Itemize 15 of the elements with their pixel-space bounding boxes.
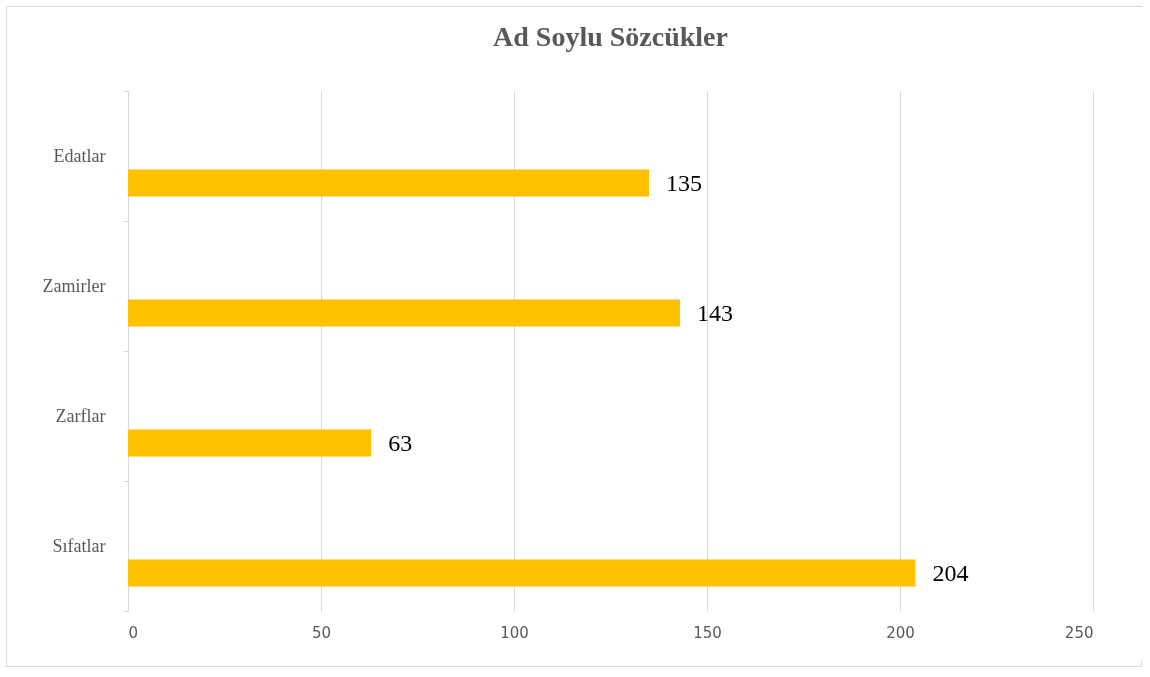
x-tick-label: 250 [1064, 623, 1094, 642]
chart-title: Ad Soylu Sözcükler [493, 21, 728, 52]
data-label: 135 [666, 170, 703, 196]
y-tick-label: Zarflar [55, 405, 106, 426]
data-label: 204 [932, 560, 969, 586]
y-tick-label: Sıfatlar [52, 535, 106, 556]
x-tick-label: 0 [128, 623, 139, 642]
x-tick-label: 100 [500, 623, 529, 642]
y-tick-label: Zamirler [42, 275, 106, 296]
x-tick-label: 150 [693, 623, 722, 642]
y-tick-label: Edatlar [53, 145, 106, 166]
x-tick-label: 50 [311, 623, 332, 642]
x-tick-label: 200 [886, 623, 915, 642]
data-label: 63 [388, 430, 413, 456]
data-label: 143 [696, 300, 733, 326]
